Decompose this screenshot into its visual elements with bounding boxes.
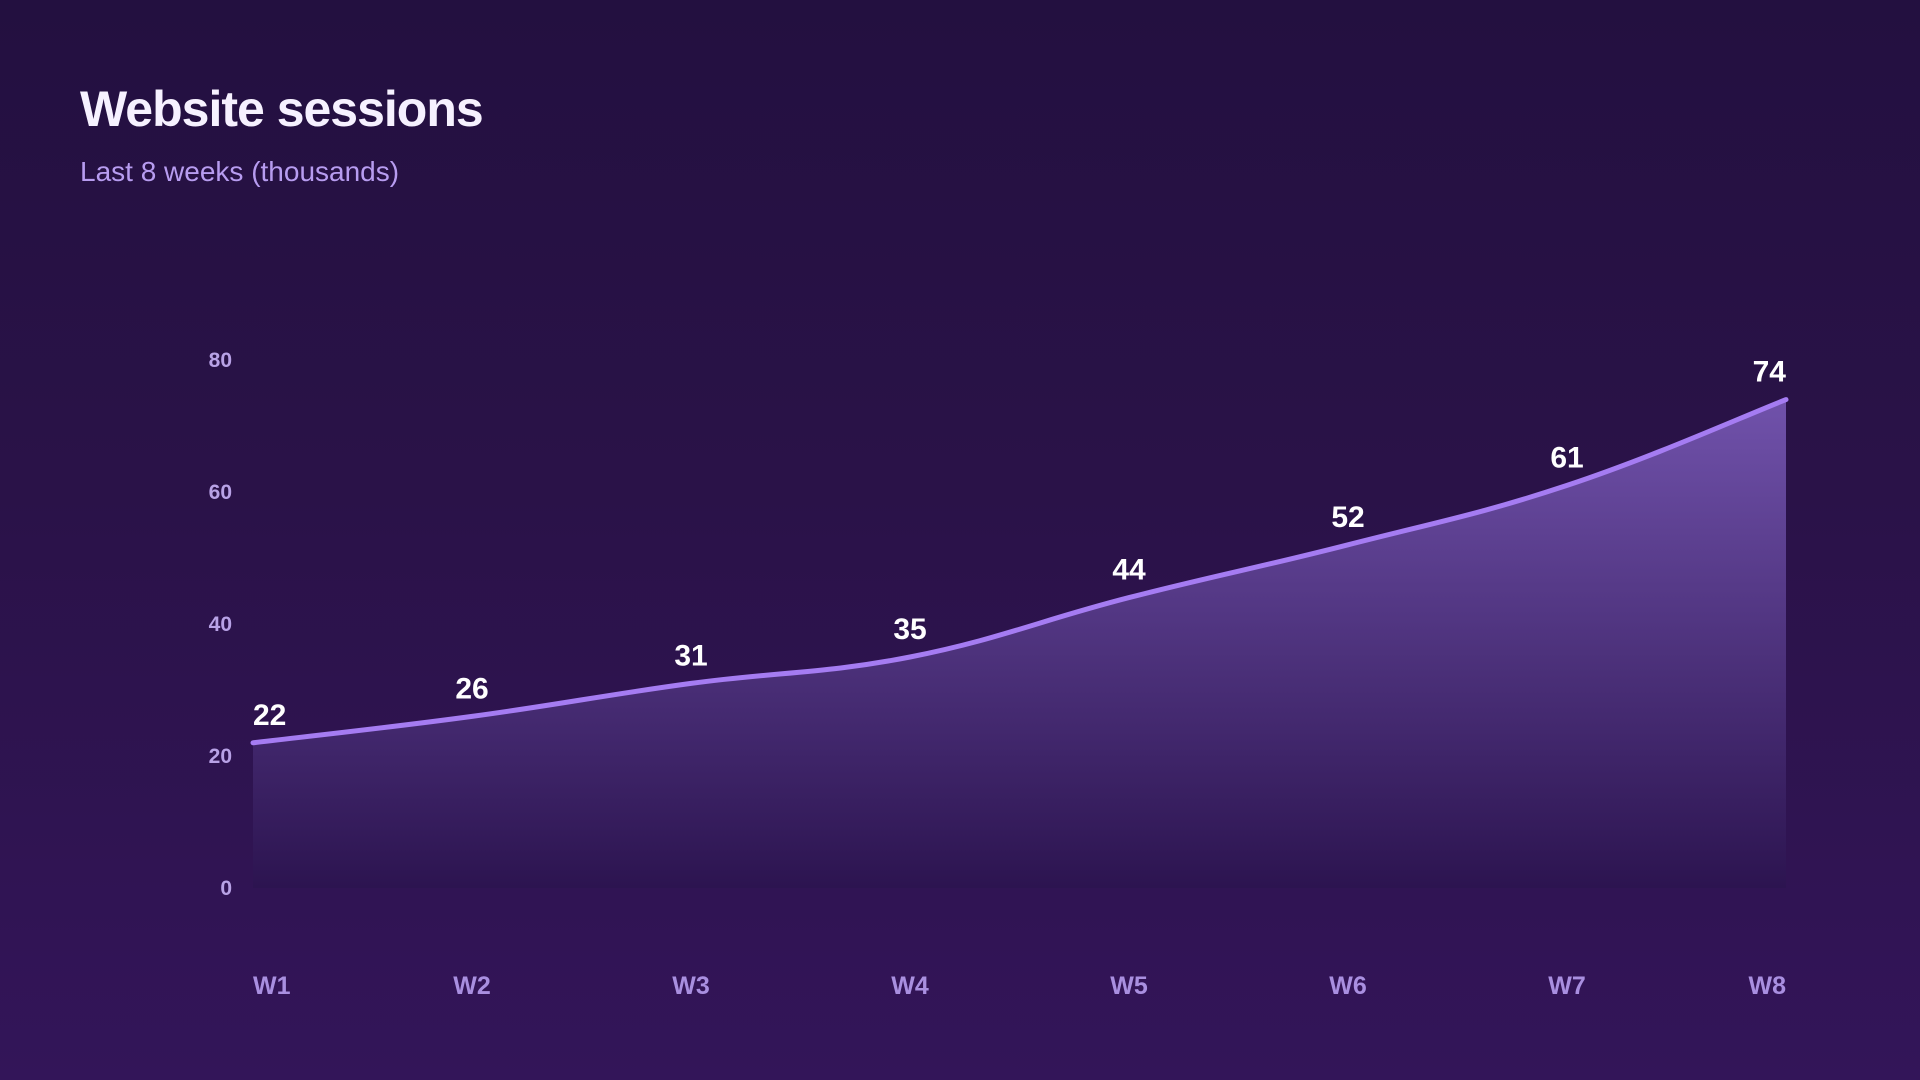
y-tick-label: 40 bbox=[209, 613, 232, 636]
plot-area bbox=[250, 397, 1789, 888]
y-tick-label: 20 bbox=[209, 745, 232, 768]
x-tick-label: W1 bbox=[253, 972, 291, 1000]
y-tick-label: 0 bbox=[220, 877, 232, 900]
x-tick-label: W5 bbox=[1110, 972, 1148, 1000]
data-label: 22 bbox=[253, 699, 286, 732]
y-tick-label: 80 bbox=[209, 349, 232, 372]
x-tick-label: W4 bbox=[891, 972, 929, 1000]
data-labels: 22 26 31 35 44 52 61 74 bbox=[253, 356, 1786, 732]
series-line bbox=[250, 397, 1789, 746]
x-tick-label: W7 bbox=[1548, 972, 1586, 1000]
x-tick-label: W3 bbox=[672, 972, 710, 1000]
data-label: 44 bbox=[1112, 554, 1146, 587]
data-label: 35 bbox=[893, 613, 926, 646]
chart-subtitle: Last 8 weeks (thousands) bbox=[80, 156, 400, 187]
series-area bbox=[253, 399, 1786, 888]
chart-title: Website sessions bbox=[80, 81, 484, 137]
data-label: 74 bbox=[1753, 356, 1787, 389]
y-axis: 0 20 40 60 80 bbox=[209, 349, 232, 900]
y-tick-label: 60 bbox=[209, 481, 232, 504]
data-label: 26 bbox=[455, 672, 488, 705]
x-tick-label: W2 bbox=[453, 972, 491, 1000]
data-label: 31 bbox=[674, 639, 707, 672]
data-label: 61 bbox=[1550, 441, 1583, 474]
data-label: 52 bbox=[1331, 501, 1364, 534]
x-tick-label: W6 bbox=[1329, 972, 1367, 1000]
x-axis: W1 W2 W3 W4 W5 W6 W7 W8 bbox=[253, 972, 1786, 1000]
x-tick-label: W8 bbox=[1749, 972, 1787, 1000]
